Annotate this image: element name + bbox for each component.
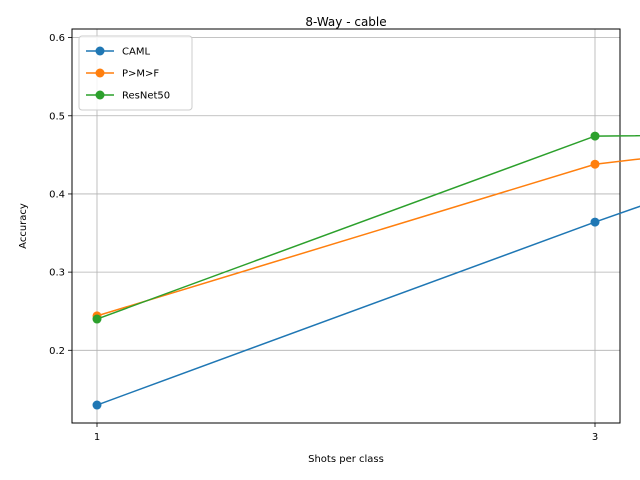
data-point: [590, 217, 600, 227]
chart-title: 8-Way - cable: [305, 15, 386, 29]
data-point: [590, 131, 600, 141]
x-axis-label: Shots per class: [308, 454, 384, 465]
legend-label: CAML: [122, 47, 150, 58]
data-point: [590, 159, 600, 169]
legend-box: [78, 35, 193, 111]
y-tick-label: 0.4: [49, 189, 65, 200]
y-axis-label: Accuracy: [18, 203, 29, 249]
series-group: [92, 131, 640, 410]
legend-label: P>M>F: [122, 69, 159, 80]
legend: CAML P>M>F ResNet50: [78, 35, 193, 111]
data-point: [92, 314, 102, 324]
y-tick-label: 0.2: [49, 346, 65, 357]
y-tick-label: 0.3: [49, 268, 65, 279]
legend-swatch-marker: [95, 46, 105, 56]
y-tick-label: 0.6: [49, 33, 65, 44]
data-point: [92, 400, 102, 410]
y-axis: 0.2 0.3 0.4 0.5 0.6: [49, 33, 72, 357]
legend-swatch-marker: [95, 68, 105, 78]
x-tick-label: 3: [592, 432, 598, 443]
series-line-1: [96, 158, 640, 317]
x-tick-label: 1: [94, 432, 100, 443]
plot-frame: [71, 28, 621, 424]
legend-swatch-marker: [95, 90, 105, 100]
x-axis: 135: [94, 423, 598, 443]
y-tick-label: 0.5: [49, 111, 65, 122]
legend-label: ResNet50: [122, 91, 170, 102]
